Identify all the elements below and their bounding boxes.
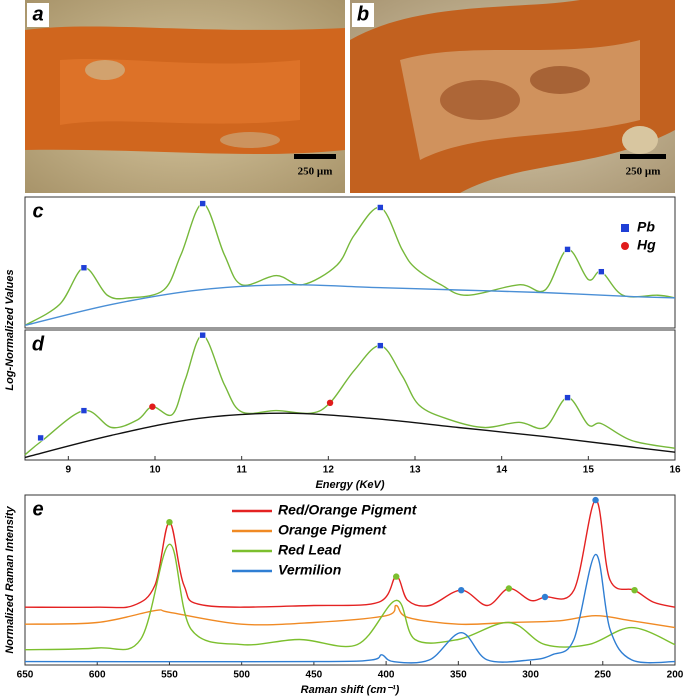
x-tick-label: 500 <box>233 670 250 681</box>
panel-label: a <box>32 3 43 25</box>
x-tick-label: 400 <box>378 670 395 681</box>
x-tick-label: 16 <box>669 465 681 476</box>
x-tick-label: 10 <box>149 465 161 476</box>
marker <box>393 573 400 580</box>
legend-label: Pb <box>637 219 655 235</box>
marker <box>37 434 44 442</box>
marker <box>199 200 206 207</box>
x-tick-label: 550 <box>161 670 178 681</box>
x-tick-label: 350 <box>450 670 467 681</box>
x-tick-label: 250 <box>594 670 611 681</box>
label-box <box>27 199 49 223</box>
spectrum-line <box>24 543 676 651</box>
legend-label: Red Lead <box>278 542 341 558</box>
plot-frame <box>24 494 676 666</box>
panel-label: b <box>357 3 369 25</box>
x-tick-label: 650 <box>17 670 34 681</box>
marker <box>199 331 206 339</box>
x-tick-label: 12 <box>323 465 335 476</box>
marker <box>166 519 173 526</box>
legend-label: Vermilion <box>278 562 341 578</box>
marker <box>80 264 88 272</box>
marker <box>564 394 571 401</box>
spectrum-line <box>24 202 676 326</box>
marker <box>377 204 384 211</box>
x-tick-label: 15 <box>583 465 595 476</box>
panel-label: d <box>32 333 45 355</box>
spectrum-line <box>24 412 676 459</box>
x-tick-label: 200 <box>667 670 684 681</box>
legend-marker <box>621 224 629 232</box>
x-tick-label: 11 <box>236 465 247 476</box>
y-axis-title: Normalized Raman Intensity <box>4 505 16 653</box>
legend-label: Orange Pigment <box>278 522 387 538</box>
x-tick-label: 9 <box>66 465 72 476</box>
label-box <box>27 497 49 521</box>
panel-label: c <box>32 200 43 222</box>
x-tick-label: 14 <box>496 465 508 476</box>
marker <box>149 403 156 410</box>
marker <box>541 593 549 601</box>
photo-b <box>350 0 675 193</box>
marker <box>80 407 88 414</box>
x-tick-label: 600 <box>89 670 106 681</box>
x-tick-label: 13 <box>409 465 421 476</box>
x-axis-title: Energy (KeV) <box>315 479 384 491</box>
spectrum-line <box>24 284 676 327</box>
marker <box>505 585 513 592</box>
legend-marker <box>621 242 629 250</box>
spectrum-line <box>24 334 676 456</box>
marker <box>458 587 465 594</box>
marker <box>326 399 334 406</box>
marker <box>564 246 571 253</box>
x-tick-label: 300 <box>522 670 539 681</box>
spectrum-line <box>24 604 676 629</box>
panel-label: e <box>32 498 43 520</box>
marker <box>631 587 638 594</box>
photo-a <box>25 0 345 193</box>
spectrum-line <box>24 553 676 664</box>
marker <box>377 342 384 349</box>
spectrum-line <box>24 499 676 609</box>
label-box <box>27 3 49 27</box>
x-axis-title: Raman shift (cm⁻¹) <box>301 684 400 696</box>
scale-bar-label: 250 µm <box>626 166 661 178</box>
plot-frame <box>24 329 676 461</box>
label-box <box>27 332 49 356</box>
scale-bar-label: 250 µm <box>298 166 333 178</box>
legend-label: Red/Orange Pigment <box>278 502 418 518</box>
y-axis-title: Log-Normalized Values <box>4 269 16 390</box>
label-box <box>352 3 374 27</box>
x-tick-label: 450 <box>306 670 323 681</box>
plot-frame <box>24 196 676 329</box>
marker <box>598 268 605 275</box>
legend-label: Hg <box>637 237 656 253</box>
marker <box>592 496 599 504</box>
